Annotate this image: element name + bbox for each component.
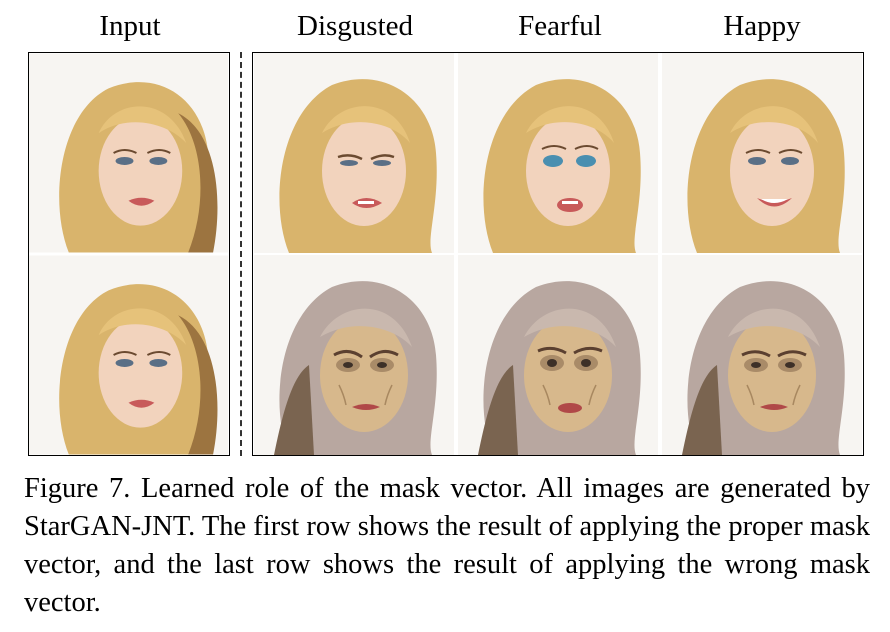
output-panel	[252, 52, 864, 456]
aged-happy-image	[661, 255, 863, 455]
aged-happy-face-image	[662, 255, 862, 455]
fearful-face-image	[458, 53, 658, 253]
aged-fearful-face-image	[458, 255, 658, 455]
input-panel	[28, 52, 230, 456]
aged-disgusted-face-image	[254, 255, 454, 455]
input-face-image	[29, 53, 228, 253]
figure-caption: Figure 7. Learned role of the mask vecto…	[24, 473, 870, 618]
input-image-top	[29, 53, 228, 253]
disgusted-face-image	[254, 53, 454, 253]
header-fearful: Fearful	[518, 10, 602, 42]
disgusted-image	[253, 53, 455, 253]
happy-face-image	[662, 53, 862, 253]
header-input: Input	[99, 10, 161, 42]
separator-line	[240, 52, 242, 456]
input-image-bottom	[29, 255, 228, 455]
fearful-image	[457, 53, 659, 253]
aged-disgusted-image	[253, 255, 455, 455]
header-happy: Happy	[723, 10, 801, 42]
aged-fearful-image	[457, 255, 659, 455]
header-disgusted: Disgusted	[297, 10, 413, 42]
happy-image	[661, 53, 863, 253]
input-face-image	[29, 255, 228, 455]
